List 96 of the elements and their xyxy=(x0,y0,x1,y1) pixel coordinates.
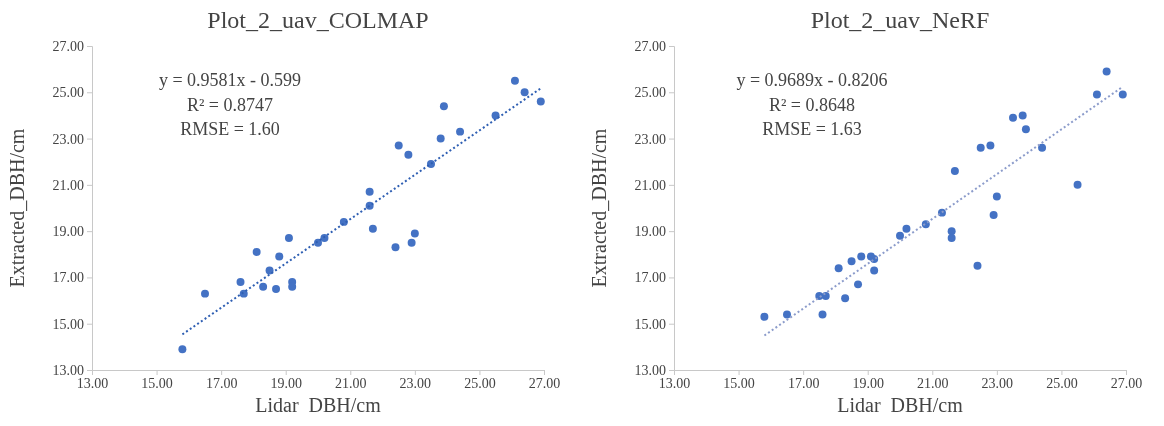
point xyxy=(456,127,465,136)
point xyxy=(857,252,866,261)
point xyxy=(252,247,261,256)
annotation: RMSE = 1.63 xyxy=(762,119,862,139)
point xyxy=(201,289,209,298)
x-tick-label: 21.00 xyxy=(917,375,949,391)
point xyxy=(783,310,791,319)
y-tick-label: 21.00 xyxy=(52,177,84,193)
annotation: RMSE = 1.60 xyxy=(180,119,280,139)
point xyxy=(272,285,281,293)
point xyxy=(439,102,448,111)
point xyxy=(992,192,1001,201)
x-tick-label: 15.00 xyxy=(141,375,173,391)
y-tick-label: 17.00 xyxy=(634,270,666,286)
point xyxy=(847,257,856,266)
point xyxy=(1118,90,1127,99)
y-tick-label: 15.00 xyxy=(634,316,666,332)
y-tick-label: 25.00 xyxy=(52,85,84,101)
point xyxy=(410,229,419,238)
point xyxy=(239,289,248,298)
point xyxy=(365,187,374,196)
point xyxy=(1009,113,1017,122)
point xyxy=(1092,90,1101,99)
x-axis-title: Lidar DBH/cm xyxy=(837,394,964,416)
y-tick-label: 19.00 xyxy=(634,224,666,240)
x-axis-title: Lidar DBH/cm xyxy=(255,394,382,416)
y-tick-label: 27.00 xyxy=(634,38,666,54)
chart-title: Plot_2_uav_NeRF xyxy=(810,7,990,33)
point xyxy=(1021,125,1030,134)
point xyxy=(520,88,529,97)
x-tick-label: 27.00 xyxy=(1110,375,1143,391)
point xyxy=(236,278,245,287)
x-tick-label: 23.00 xyxy=(981,375,1014,391)
y-tick-label: 13.00 xyxy=(634,362,666,378)
point xyxy=(394,141,403,150)
point xyxy=(368,224,377,233)
point xyxy=(950,166,959,175)
x-tick-label: 17.00 xyxy=(787,375,820,391)
point xyxy=(947,234,956,243)
point xyxy=(947,227,956,236)
x-tick-label: 17.00 xyxy=(205,375,238,391)
point xyxy=(259,282,268,291)
x-tick-label: 13.00 xyxy=(76,375,109,391)
point xyxy=(407,238,416,247)
point xyxy=(284,234,293,243)
point xyxy=(391,243,400,252)
point xyxy=(989,210,998,219)
y-axis-title: Extracted_DBH/cm xyxy=(6,128,28,288)
x-tick-label: 23.00 xyxy=(399,375,432,391)
x-tick-label: 19.00 xyxy=(270,375,302,391)
point xyxy=(760,312,769,321)
point xyxy=(834,264,843,273)
point xyxy=(841,294,850,303)
y-tick-label: 23.00 xyxy=(634,131,666,147)
point xyxy=(1102,67,1111,76)
point xyxy=(973,261,982,270)
y-tick-label: 13.00 xyxy=(52,362,84,378)
point xyxy=(178,345,187,354)
y-tick-label: 23.00 xyxy=(52,131,84,147)
x-tick-label: 25.00 xyxy=(464,375,496,391)
x-tick-label: 13.00 xyxy=(658,375,691,391)
point xyxy=(854,280,863,289)
y-tick-label: 25.00 xyxy=(634,85,666,101)
x-tick-label: 25.00 xyxy=(1046,375,1078,391)
point xyxy=(821,291,830,300)
point xyxy=(818,310,827,319)
point xyxy=(436,134,445,143)
y-tick-label: 21.00 xyxy=(634,177,666,193)
point xyxy=(1018,111,1027,120)
point xyxy=(404,150,413,159)
point xyxy=(510,76,519,85)
point xyxy=(1073,180,1082,189)
x-tick-label: 27.00 xyxy=(528,375,561,391)
x-tick-label: 15.00 xyxy=(723,375,755,391)
point xyxy=(902,224,911,233)
annotation: y = 0.9581x - 0.599 xyxy=(158,70,302,90)
point xyxy=(275,252,284,261)
point xyxy=(1038,143,1047,152)
chart-title: Plot_2_uav_COLMAP xyxy=(207,7,429,33)
y-tick-label: 17.00 xyxy=(52,270,84,286)
y-axis-title: Extracted_DBH/cm xyxy=(588,128,610,288)
point xyxy=(976,143,985,152)
point xyxy=(870,266,879,275)
x-tick-label: 21.00 xyxy=(335,375,367,391)
point xyxy=(536,97,545,106)
point xyxy=(265,266,274,275)
y-tick-label: 19.00 xyxy=(52,224,84,240)
y-tick-label: 27.00 xyxy=(52,38,84,54)
point xyxy=(986,141,995,150)
annotation: y = 0.9689x - 0.8206 xyxy=(736,70,888,90)
x-tick-label: 19.00 xyxy=(852,375,884,391)
point xyxy=(491,111,500,120)
point xyxy=(896,231,904,240)
y-tick-label: 15.00 xyxy=(52,316,84,332)
annotation: R² = 0.8648 xyxy=(768,94,856,115)
annotation: R² = 0.8747 xyxy=(186,94,274,115)
